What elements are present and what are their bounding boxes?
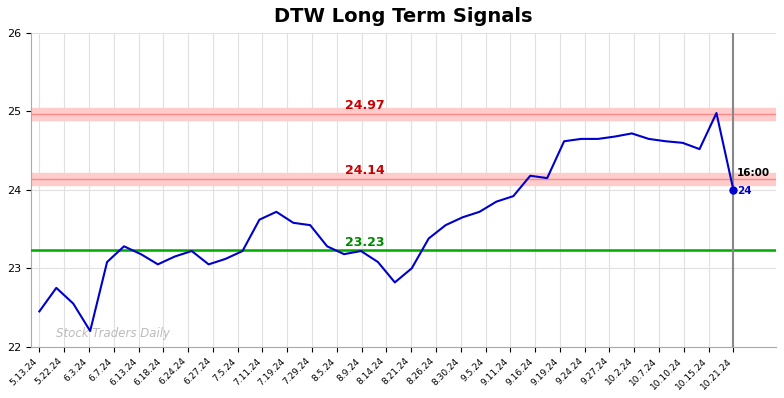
Text: 24.97: 24.97 [345,99,385,112]
Title: DTW Long Term Signals: DTW Long Term Signals [274,7,532,26]
Bar [31,173,775,185]
Bar [31,107,775,120]
Text: Stock Traders Daily: Stock Traders Daily [56,327,170,340]
Text: 24.14: 24.14 [345,164,385,177]
Text: 16:00: 16:00 [737,168,770,178]
Text: 24: 24 [737,186,751,196]
Text: 23.23: 23.23 [345,236,385,248]
